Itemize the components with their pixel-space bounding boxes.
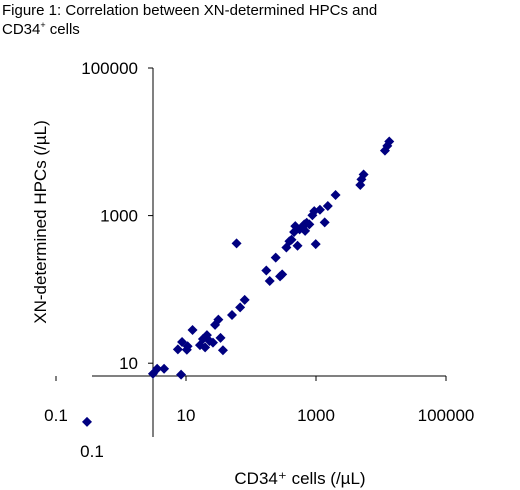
x-axis-title: CD34⁺ cells (/µL) — [234, 469, 365, 488]
y-tick-label: 1000 — [100, 207, 138, 226]
data-point — [215, 332, 226, 343]
x-tick-label: 1000 — [297, 406, 335, 425]
chart-title-line-2: CD34+ cells — [2, 20, 377, 39]
data-point — [304, 219, 315, 230]
data-point — [213, 314, 224, 325]
y-axis-title: XN-determined HPCs (/µL) — [31, 120, 50, 323]
data-point — [314, 204, 325, 215]
data-point — [292, 240, 303, 251]
data-points — [82, 136, 395, 427]
y-tick-label: 10 — [119, 354, 138, 373]
data-point — [358, 169, 369, 180]
data-point — [231, 238, 242, 249]
data-point — [239, 294, 250, 305]
data-point — [172, 344, 183, 355]
chart-title-superscript: + — [40, 20, 46, 30]
data-point — [319, 217, 330, 228]
data-point — [384, 136, 395, 147]
data-point — [226, 309, 237, 320]
y-tick-label: 100000 — [81, 59, 138, 78]
chart-title-cells: cells — [45, 21, 80, 38]
data-point — [152, 363, 163, 374]
x-axis-origin-label: 0.1 — [80, 442, 104, 461]
chart-title-cd34: CD34 — [2, 21, 41, 38]
data-point — [82, 416, 93, 427]
data-point — [277, 269, 288, 280]
x-axis-ticks: 0.1 10 1000 100000 — [44, 376, 474, 425]
data-point — [182, 341, 193, 352]
data-point — [235, 302, 246, 313]
data-point — [176, 369, 187, 380]
x-tick-label: 100000 — [418, 406, 475, 425]
data-point — [322, 200, 333, 211]
data-point — [286, 234, 297, 245]
chart-title: Figure 1: Correlation between XN-determi… — [2, 1, 377, 39]
data-point — [187, 324, 198, 335]
data-point — [270, 252, 281, 263]
data-point — [261, 265, 272, 276]
data-point — [200, 342, 211, 353]
x-tick-label: 10 — [177, 406, 196, 425]
chart-title-line-1: Figure 1: Correlation between XN-determi… — [2, 2, 378, 19]
data-point — [310, 239, 321, 250]
data-point — [207, 337, 218, 348]
y-axis-ticks: 10 1000 100000 — [81, 59, 153, 373]
data-point — [330, 190, 341, 201]
x-tick-label: 0.1 — [44, 406, 68, 425]
data-point — [300, 225, 311, 236]
data-point — [264, 275, 275, 286]
data-point — [159, 363, 170, 374]
data-point — [217, 345, 228, 356]
